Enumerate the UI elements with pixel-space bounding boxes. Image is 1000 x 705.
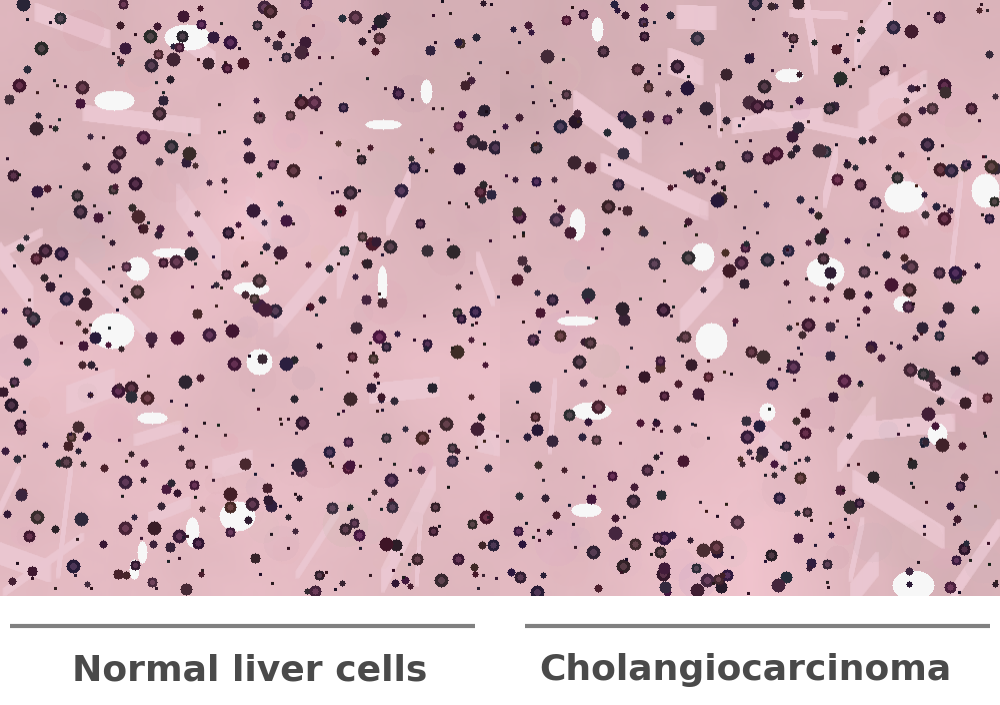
Text: Normal liver cells: Normal liver cells (72, 653, 428, 687)
Text: Cholangiocarcinoma: Cholangiocarcinoma (539, 653, 951, 687)
